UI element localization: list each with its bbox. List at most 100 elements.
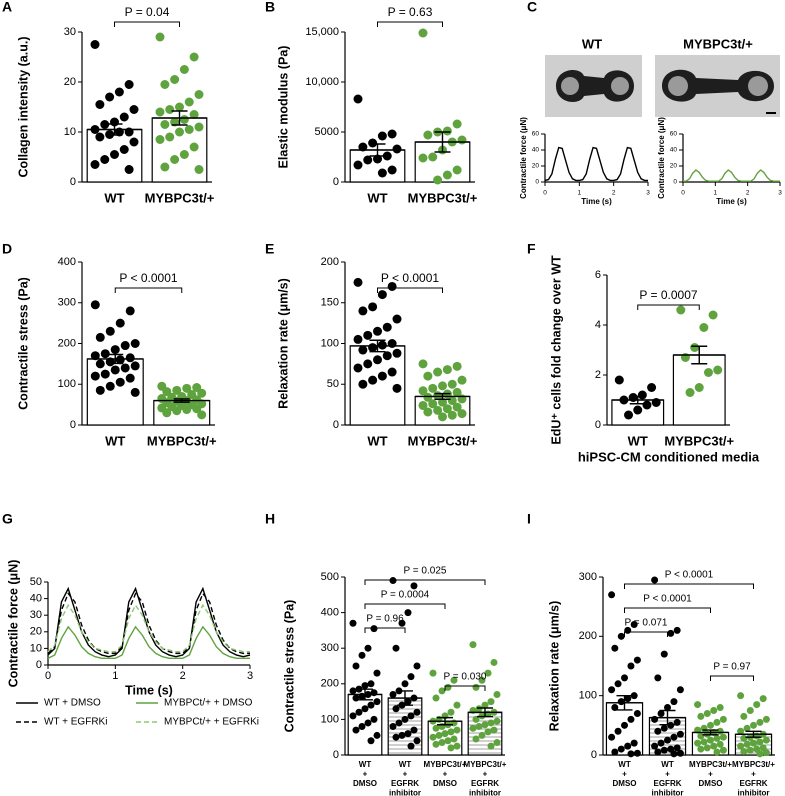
data-point	[125, 373, 135, 383]
data-point	[110, 150, 119, 159]
y-tick-label: 400	[321, 607, 339, 619]
data-point	[373, 698, 381, 706]
data-point	[90, 300, 100, 310]
data-point	[756, 750, 764, 758]
data-point	[493, 690, 501, 698]
y-tick-label: 400	[58, 256, 76, 268]
data-point	[353, 334, 363, 344]
data-point	[361, 705, 369, 713]
x-tick-label: +	[751, 770, 756, 779]
data-point	[708, 310, 718, 320]
data-point	[105, 92, 115, 102]
data-point	[624, 695, 632, 703]
data-point	[713, 365, 723, 375]
data-point	[130, 361, 140, 371]
data-point	[423, 130, 433, 140]
data-point	[407, 742, 415, 750]
significance-bracket	[377, 21, 443, 27]
data-point	[762, 715, 770, 723]
data-point	[719, 746, 727, 754]
data-point	[377, 131, 387, 141]
data-point	[387, 129, 397, 139]
x-tick-label: EGFRK	[654, 779, 682, 788]
error-bar	[428, 716, 462, 726]
data-point	[125, 306, 135, 316]
data-point	[710, 707, 718, 714]
data-point	[364, 719, 372, 727]
p-value: P = 0.071	[625, 618, 668, 629]
data-point	[413, 708, 421, 716]
x-axis-label: Time (s)	[716, 197, 747, 206]
data-point	[438, 381, 447, 391]
data-point	[373, 669, 381, 677]
data-point	[478, 676, 486, 684]
y-tick-label: 0	[333, 749, 339, 761]
legend-label: MYBPCt/+ + EGFRKi	[164, 717, 259, 728]
data-point	[377, 371, 387, 381]
panel-letter: H	[265, 511, 275, 527]
data-point	[441, 730, 449, 738]
data-point	[713, 734, 721, 742]
data-point	[170, 75, 180, 84]
data-point	[401, 715, 409, 723]
error-bar	[152, 110, 207, 126]
data-point	[355, 708, 363, 716]
data-point	[703, 744, 711, 752]
data-point	[95, 332, 105, 342]
data-point	[90, 160, 100, 169]
data-point	[189, 142, 199, 152]
data-point	[435, 731, 443, 739]
data-point	[110, 365, 120, 375]
y-axis-label: Contractile stress (Pa)	[16, 277, 30, 410]
data-point	[373, 355, 382, 365]
y-tick-label: 0	[591, 749, 597, 761]
data-point	[740, 712, 748, 720]
data-point	[423, 392, 433, 402]
x-tick-label: +	[708, 770, 713, 779]
data-point	[353, 160, 363, 170]
data-point	[382, 351, 392, 361]
data-point	[184, 125, 194, 134]
x-tick-label: 3	[646, 190, 650, 197]
data-point	[697, 712, 705, 720]
data-point	[676, 730, 684, 738]
data-point	[716, 740, 724, 748]
x-tick-label: MYBPC3t/+	[689, 760, 732, 769]
data-point	[165, 105, 175, 114]
data-point	[389, 577, 397, 585]
y-tick-label: 300	[579, 571, 597, 583]
y-tick-label: 0	[673, 179, 677, 186]
data-point	[654, 727, 662, 735]
data-point	[433, 405, 443, 415]
data-point	[170, 155, 180, 164]
data-point	[469, 641, 477, 649]
data-point	[119, 145, 129, 154]
data-point	[373, 326, 382, 336]
x-tick-label: 1	[714, 190, 718, 197]
data-point	[389, 723, 397, 731]
y-axis-label: Relaxation rate (μm/s)	[276, 278, 290, 409]
x-tick-label: 1	[112, 670, 118, 682]
error-bar	[606, 694, 643, 711]
data-point	[387, 339, 397, 348]
data-point	[418, 153, 428, 163]
data-point	[670, 733, 678, 741]
data-point	[155, 107, 165, 117]
data-point	[450, 676, 458, 684]
data-point	[124, 80, 134, 89]
p-value: P = 0.0007	[639, 288, 697, 302]
data-point	[162, 408, 172, 418]
data-point	[438, 412, 447, 422]
data-point	[160, 80, 170, 89]
data-point	[611, 644, 619, 652]
data-point	[447, 708, 455, 716]
data-point	[120, 341, 130, 351]
data-point	[614, 680, 622, 688]
data-point	[429, 669, 437, 677]
data-point	[750, 721, 757, 729]
data-point	[119, 112, 129, 122]
data-point	[660, 746, 668, 754]
data-point	[377, 168, 387, 178]
x-tick-label: inhibitor	[389, 789, 421, 796]
data-point	[367, 701, 375, 709]
